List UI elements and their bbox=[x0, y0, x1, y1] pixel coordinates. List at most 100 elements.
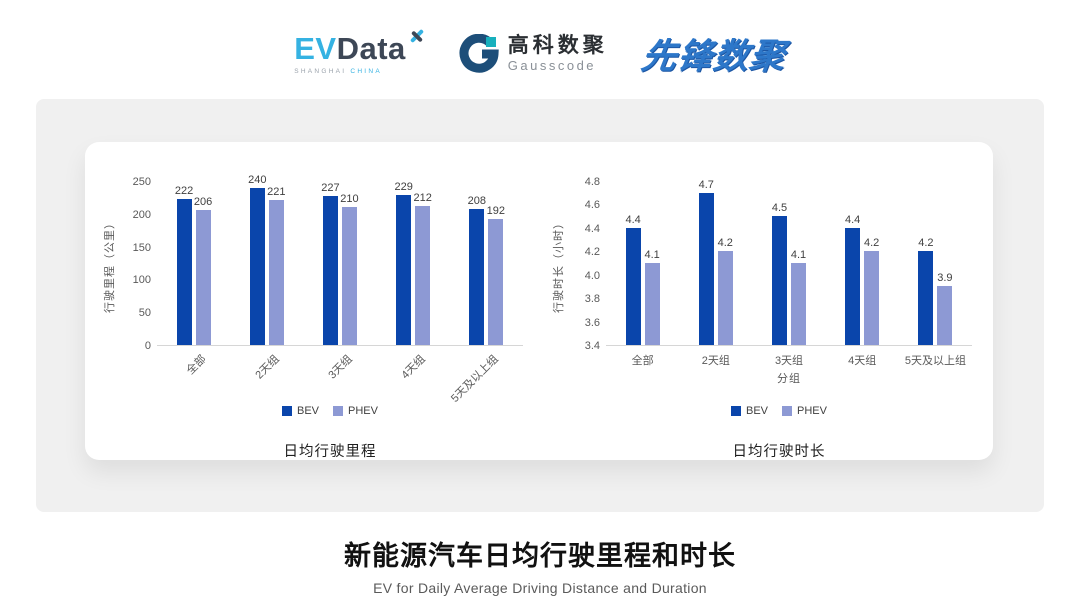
bar-group: 4.7 4.2 bbox=[698, 179, 733, 345]
category-label: 4天组 bbox=[848, 355, 877, 367]
bar-slot: 206 bbox=[194, 196, 212, 345]
bar-phev bbox=[415, 206, 431, 345]
legend-swatch bbox=[333, 406, 344, 416]
category-label: 全部 bbox=[184, 353, 209, 378]
category-label: 5天及以上组 bbox=[904, 355, 966, 367]
y-tick-label: 4.0 bbox=[584, 269, 600, 282]
evdata-ev-text: EV bbox=[294, 30, 337, 66]
bar-bev bbox=[625, 228, 641, 345]
bar-slot: 4.5 bbox=[771, 202, 787, 345]
y-tick-label: 100 bbox=[132, 274, 151, 287]
footer: 新能源汽车日均行驶里程和时长 EV for Daily Average Driv… bbox=[0, 534, 1080, 596]
bar-group: 229 212 bbox=[394, 181, 432, 345]
data-label: 4.2 bbox=[918, 237, 934, 249]
bar-slot: 4.4 bbox=[625, 214, 641, 345]
bar-bev bbox=[771, 216, 787, 345]
bar-slot: 212 bbox=[413, 192, 432, 345]
bar-slot: 4.7 bbox=[698, 179, 714, 345]
evdata-shanghai-text: SHANGHAI bbox=[294, 67, 347, 75]
main-subtitle: EV for Daily Average Driving Distance an… bbox=[373, 580, 707, 596]
data-label: 4.1 bbox=[644, 249, 660, 261]
y-tick-label: 250 bbox=[132, 176, 151, 188]
bar-slot: 4.2 bbox=[918, 237, 933, 345]
data-label: 210 bbox=[340, 193, 359, 205]
category-label: 2天组 bbox=[701, 355, 730, 367]
bar-phev bbox=[195, 210, 211, 345]
gausscode-g-icon bbox=[459, 33, 499, 74]
category-label: 全部 bbox=[631, 355, 654, 367]
category-cell: 5天及以上组 bbox=[449, 348, 523, 405]
y-tick-label: 200 bbox=[132, 208, 151, 221]
y-tick-label: 50 bbox=[138, 307, 151, 320]
y-tick-label: 3.8 bbox=[584, 293, 600, 306]
x-axis-title: 分组 bbox=[777, 373, 801, 385]
y-tick-label: 150 bbox=[132, 241, 151, 254]
bar-group: 4.2 3.9 bbox=[918, 237, 952, 345]
legend-swatch bbox=[731, 406, 741, 416]
legend-label: PHEV bbox=[797, 405, 827, 417]
bar-bev bbox=[698, 193, 714, 345]
bar-group: 4.4 4.1 bbox=[625, 214, 660, 345]
data-label: 222 bbox=[174, 185, 194, 197]
bar-group: 227 210 bbox=[321, 182, 359, 345]
category-cell: 全部 bbox=[606, 348, 679, 368]
bar-phev bbox=[864, 251, 880, 345]
main-title: 新能源汽车日均行驶里程和时长 bbox=[344, 541, 736, 571]
bar-slot: 4.2 bbox=[718, 237, 733, 345]
evdata-logo: EV Data SHANGHAI CHINA bbox=[294, 28, 425, 75]
legend: BEV PHEV bbox=[586, 405, 972, 417]
y-tick-label: 4.6 bbox=[584, 199, 600, 212]
y-axis-ticks: 250 200 150 100 50 0 bbox=[95, 176, 155, 352]
data-label: 4.5 bbox=[771, 202, 788, 214]
category-axis: 全部 2天组 3天组 4天组 5天及以上组 bbox=[157, 348, 523, 405]
chart-panel: 行驶里程（公里） 250 200 150 100 50 0 222 206 240 221 227… bbox=[85, 142, 993, 460]
gausscode-en-text: Gausscode bbox=[507, 58, 597, 74]
legend-item-bev: BEV bbox=[282, 405, 319, 417]
legend-item-phev: PHEV bbox=[333, 405, 378, 417]
bar-slot: 192 bbox=[487, 205, 505, 345]
legend-swatch bbox=[282, 406, 292, 416]
evdata-subtext: SHANGHAI CHINA bbox=[294, 68, 382, 75]
evdata-china-text: CHINA bbox=[350, 67, 382, 75]
legend-item-phev: PHEV bbox=[782, 405, 827, 417]
category-label: 5天及以上组 bbox=[449, 353, 502, 405]
legend-item-bev: BEV bbox=[731, 405, 768, 417]
bar-slot: 227 bbox=[321, 182, 340, 345]
data-label: 212 bbox=[413, 192, 432, 204]
data-label: 4.4 bbox=[845, 214, 861, 226]
evdata-data-text: Data bbox=[336, 30, 406, 66]
bar-slot: 210 bbox=[340, 193, 359, 345]
data-label: 240 bbox=[248, 174, 267, 186]
bar-slot: 229 bbox=[394, 181, 413, 345]
category-label: 4天组 bbox=[399, 353, 428, 382]
data-label: 221 bbox=[267, 186, 286, 198]
bar-group: 4.5 4.1 bbox=[771, 202, 806, 345]
y-tick-label: 4.4 bbox=[584, 222, 600, 235]
bar-group: 4.4 4.2 bbox=[845, 214, 880, 345]
bar-group: 222 206 bbox=[175, 185, 212, 345]
category-cell: 2天组 bbox=[679, 348, 752, 368]
bar-group: 208 192 bbox=[468, 195, 505, 345]
data-label: 227 bbox=[321, 182, 340, 194]
data-label: 4.2 bbox=[717, 237, 733, 249]
category-cell: 全部 bbox=[157, 348, 230, 402]
gausscode-cn-text: 高科数聚 bbox=[507, 33, 608, 57]
bar-bev bbox=[249, 188, 265, 345]
bar-slot: 221 bbox=[267, 186, 285, 345]
category-cell: 3天组 bbox=[303, 348, 376, 402]
gausscode-wordmark: 高科数聚 Gausscode bbox=[508, 34, 608, 73]
chart-card: 行驶里程（公里） 250 200 150 100 50 0 222 206 240 221 227… bbox=[36, 99, 1044, 512]
bar-phev bbox=[790, 263, 806, 345]
chart-title: 日均行驶时长 bbox=[732, 444, 826, 460]
legend-label: BEV bbox=[297, 405, 320, 417]
duration-chart: 行驶时长（小时） 4.8 4.6 4.4 4.2 4.0 3.8 3.6 3.4 4.4 4.1… bbox=[544, 162, 993, 460]
category-label: 2天组 bbox=[253, 353, 282, 382]
data-label: 192 bbox=[486, 205, 506, 217]
data-label: 208 bbox=[467, 195, 487, 207]
legend-swatch bbox=[782, 406, 793, 416]
bar-slot: 240 bbox=[248, 174, 266, 345]
data-label: 229 bbox=[394, 181, 413, 193]
legend: BEV PHEV bbox=[137, 405, 523, 417]
plot-area: 4.4 4.1 4.7 4.2 4.5 4.1 4.4 4.2 4.2 3.9 bbox=[606, 179, 972, 346]
y-tick-label: 4.8 bbox=[584, 176, 600, 188]
